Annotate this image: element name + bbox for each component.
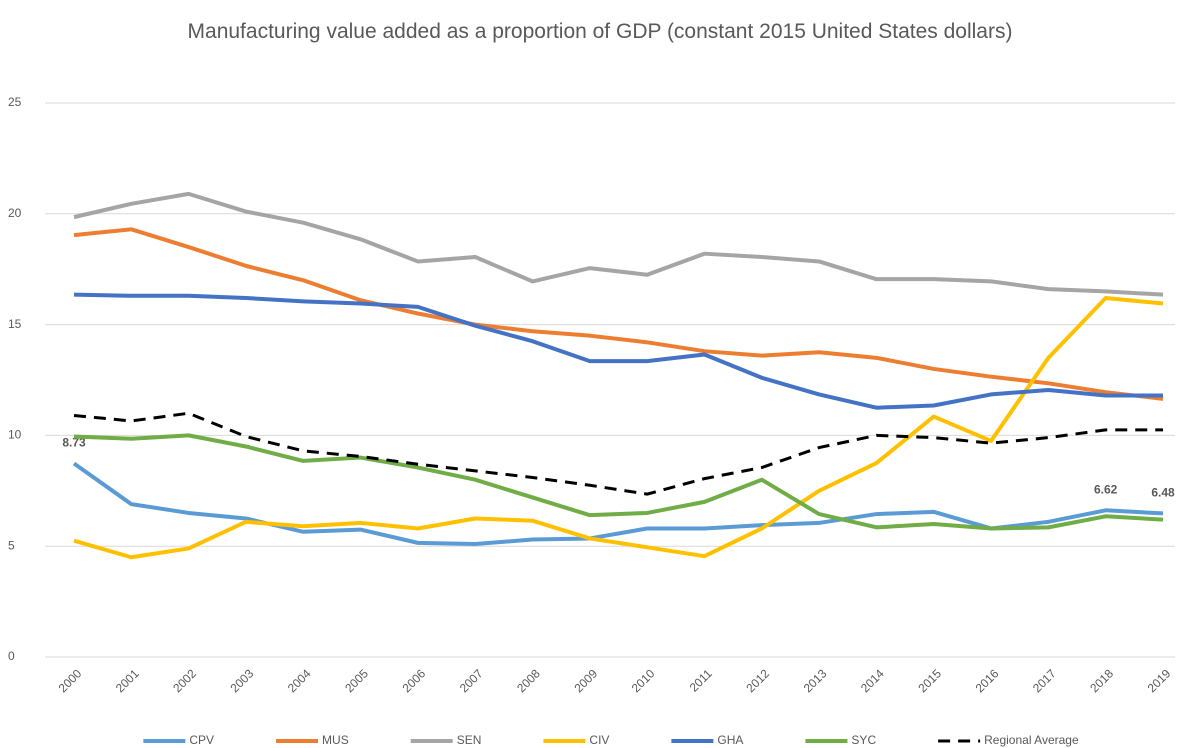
data-label: 6.62: [1094, 482, 1118, 496]
x-tick-label: 2005: [342, 666, 371, 695]
x-tick-label: 2001: [113, 666, 142, 695]
x-tick-label: 2015: [915, 666, 944, 695]
series-line: [72, 461, 1164, 546]
legend-label: SYC: [851, 733, 876, 747]
x-tick-label: 2000: [56, 666, 85, 695]
x-tick-label: 2013: [801, 666, 830, 695]
series-line: [73, 296, 1164, 560]
x-tick-label: 2011: [687, 666, 715, 694]
y-tick-label: 0: [8, 649, 15, 663]
legend: CPV MUS SEN CIV GHA SYC Regional Average: [143, 733, 1079, 747]
x-tick-label: 2012: [743, 666, 772, 695]
x-tick-label: 2017: [1030, 666, 1059, 695]
x-tick-label: 2002: [170, 666, 199, 695]
x-tick-label: 2008: [514, 666, 543, 695]
x-tick-label: 2010: [629, 666, 658, 695]
chart-title: Manufacturing value added as a proportio…: [187, 20, 1013, 43]
y-tick-label: 10: [8, 428, 22, 442]
series-line: [73, 411, 1163, 496]
x-tick-label: 2007: [457, 666, 486, 695]
x-tick-label: 2018: [1087, 666, 1116, 695]
legend-label: GHA: [717, 733, 743, 747]
series-line: [73, 292, 1163, 410]
data-label: 8.73: [62, 436, 86, 450]
legend-label: SEN: [457, 733, 482, 747]
series-line: [73, 227, 1164, 401]
x-tick-label: 2003: [228, 666, 257, 695]
legend-label: CPV: [189, 733, 214, 747]
y-tick-label: 20: [8, 206, 22, 220]
legend-label: MUS: [322, 733, 349, 747]
x-tick-label: 2019: [1145, 666, 1174, 695]
y-tick-label: 25: [8, 95, 22, 109]
legend-label: CIV: [589, 733, 609, 747]
series-line: [73, 433, 1164, 531]
data-label: 6.48: [1151, 486, 1175, 500]
x-tick-label: 2004: [285, 666, 314, 695]
series-line: [73, 191, 1164, 297]
x-tick-label: 2016: [973, 666, 1002, 695]
y-tick-label: 5: [8, 538, 15, 552]
x-tick-label: 2006: [399, 666, 428, 695]
legend-label: Regional Average: [984, 733, 1079, 747]
x-tick-label: 2014: [858, 666, 887, 695]
y-tick-label: 15: [8, 317, 22, 331]
x-tick-label: 2009: [571, 666, 600, 695]
